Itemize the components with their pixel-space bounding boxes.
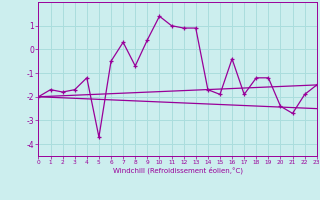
- X-axis label: Windchill (Refroidissement éolien,°C): Windchill (Refroidissement éolien,°C): [113, 167, 243, 174]
